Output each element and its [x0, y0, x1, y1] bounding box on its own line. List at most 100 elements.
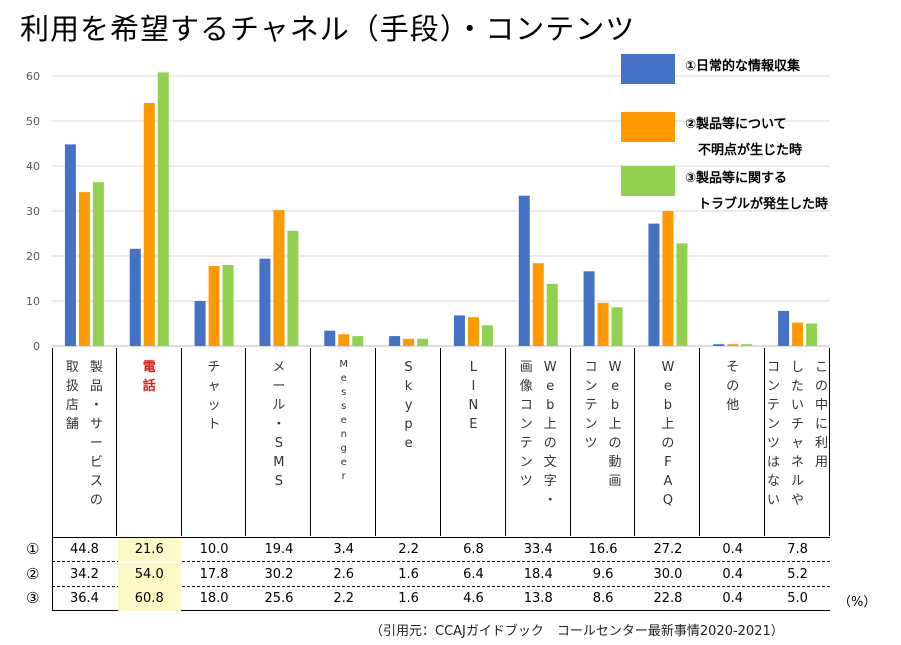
- data-cell: 19.4: [264, 542, 294, 557]
- y-tick-label: 10: [26, 295, 40, 308]
- bar: [583, 271, 595, 346]
- data-cell: 33.4: [523, 542, 553, 557]
- legend-swatch: [621, 112, 675, 142]
- y-tick-label: 60: [26, 70, 40, 83]
- category-cell: 電話: [117, 348, 182, 536]
- data-cell: 1.6: [398, 591, 419, 606]
- category-cell: メール・ S M S: [247, 348, 312, 536]
- category-label: 取扱店舗: [65, 360, 79, 432]
- bar: [597, 302, 609, 346]
- data-cell: 0.4: [722, 591, 744, 606]
- category-label: コンテンツはない: [767, 360, 781, 508]
- bar: [648, 223, 660, 346]
- bar: [78, 192, 90, 346]
- bar: [287, 230, 299, 346]
- category-label: 製品・サービスの: [89, 360, 103, 508]
- data-cell: 30.0: [653, 566, 683, 582]
- bar: [741, 344, 753, 346]
- bar: [806, 323, 818, 346]
- data-cell: 5.2: [787, 566, 808, 582]
- bar: [727, 344, 739, 346]
- row-marker: ③: [26, 589, 40, 607]
- data-cell: 60.8: [117, 587, 181, 611]
- bar: [662, 211, 674, 346]
- bar: [208, 265, 220, 346]
- category-label: 電話: [142, 360, 156, 394]
- legend-swatch: [621, 54, 675, 84]
- page-title: 利用を希望するチャネル（手段）・コンテンツ: [20, 12, 636, 46]
- row-marker: ①: [26, 540, 40, 558]
- data-cell: 8.6: [592, 591, 614, 606]
- bar: [222, 265, 234, 346]
- bar: [546, 283, 558, 346]
- data-cell: 1.6: [398, 566, 419, 582]
- data-cell: 44.8: [69, 542, 99, 557]
- data-cell: 9.6: [592, 566, 614, 582]
- y-tick-label: 20: [26, 250, 40, 263]
- category-label: チャット: [207, 360, 221, 432]
- table-rule: [52, 348, 53, 610]
- data-cell: 21.6: [117, 538, 181, 562]
- bar: [792, 322, 804, 346]
- data-cell: 10.0: [199, 542, 229, 557]
- category-label: したいチャネルや: [791, 360, 805, 508]
- legend-label: ②製品等について 不明点が生じた時: [685, 117, 803, 158]
- y-tick-label: 0: [33, 340, 40, 353]
- category-label: その他: [726, 360, 740, 413]
- data-cell: 27.2: [653, 542, 683, 557]
- bar: [417, 338, 429, 346]
- data-cell: 34.2: [69, 566, 99, 582]
- bar: [611, 307, 623, 346]
- data-cell: 22.8: [653, 591, 683, 606]
- category-cell: 取扱店舗製品・サービスの: [52, 348, 117, 536]
- legend-swatch: [621, 166, 675, 196]
- legend-label: ③製品等に関する トラブルが発生した時: [685, 171, 829, 212]
- y-tick-label: 30: [26, 205, 40, 218]
- bar: [389, 336, 401, 346]
- data-cell: 54.0: [117, 562, 181, 587]
- bar: [467, 317, 479, 346]
- bar: [273, 210, 285, 346]
- data-cell: 17.8: [199, 566, 229, 582]
- data-cell: 3.4: [333, 542, 355, 557]
- data-cell: 6.8: [463, 542, 484, 557]
- bar: [92, 182, 104, 346]
- bar: [352, 336, 364, 346]
- category-label: コンテンツ: [584, 360, 598, 451]
- category-cell: チャット: [182, 348, 247, 536]
- table-rule: [52, 537, 830, 538]
- bar: [324, 330, 336, 346]
- data-cell: 2.6: [333, 566, 355, 582]
- table-rule: [52, 586, 830, 587]
- source-note: （引用元：CCAJガイドブック コールセンター最新事情2020-2021）: [370, 624, 784, 639]
- category-label: 画像コンテンツ: [519, 360, 533, 489]
- data-cell: 0.4: [722, 542, 744, 557]
- data-cell: 7.8: [787, 542, 808, 557]
- data-cell: 13.8: [523, 591, 553, 606]
- bar: [453, 315, 465, 346]
- bar: [713, 344, 725, 346]
- data-cell: 18.4: [523, 566, 553, 582]
- bar: [676, 243, 688, 346]
- data-cell: 2.2: [333, 591, 355, 606]
- y-tick-label: 40: [26, 160, 40, 173]
- bar: [194, 301, 206, 346]
- data-cell: 18.0: [199, 591, 229, 606]
- bar: [481, 325, 493, 346]
- category-cell: コンテンツはないしたいチャネルやこの中に利用: [765, 348, 830, 536]
- bar: [143, 103, 155, 346]
- row-marker: ②: [26, 564, 40, 583]
- y-tick-label: 50: [26, 115, 40, 128]
- legend-label: ①日常的な情報収集: [685, 59, 801, 74]
- bar: [532, 263, 544, 346]
